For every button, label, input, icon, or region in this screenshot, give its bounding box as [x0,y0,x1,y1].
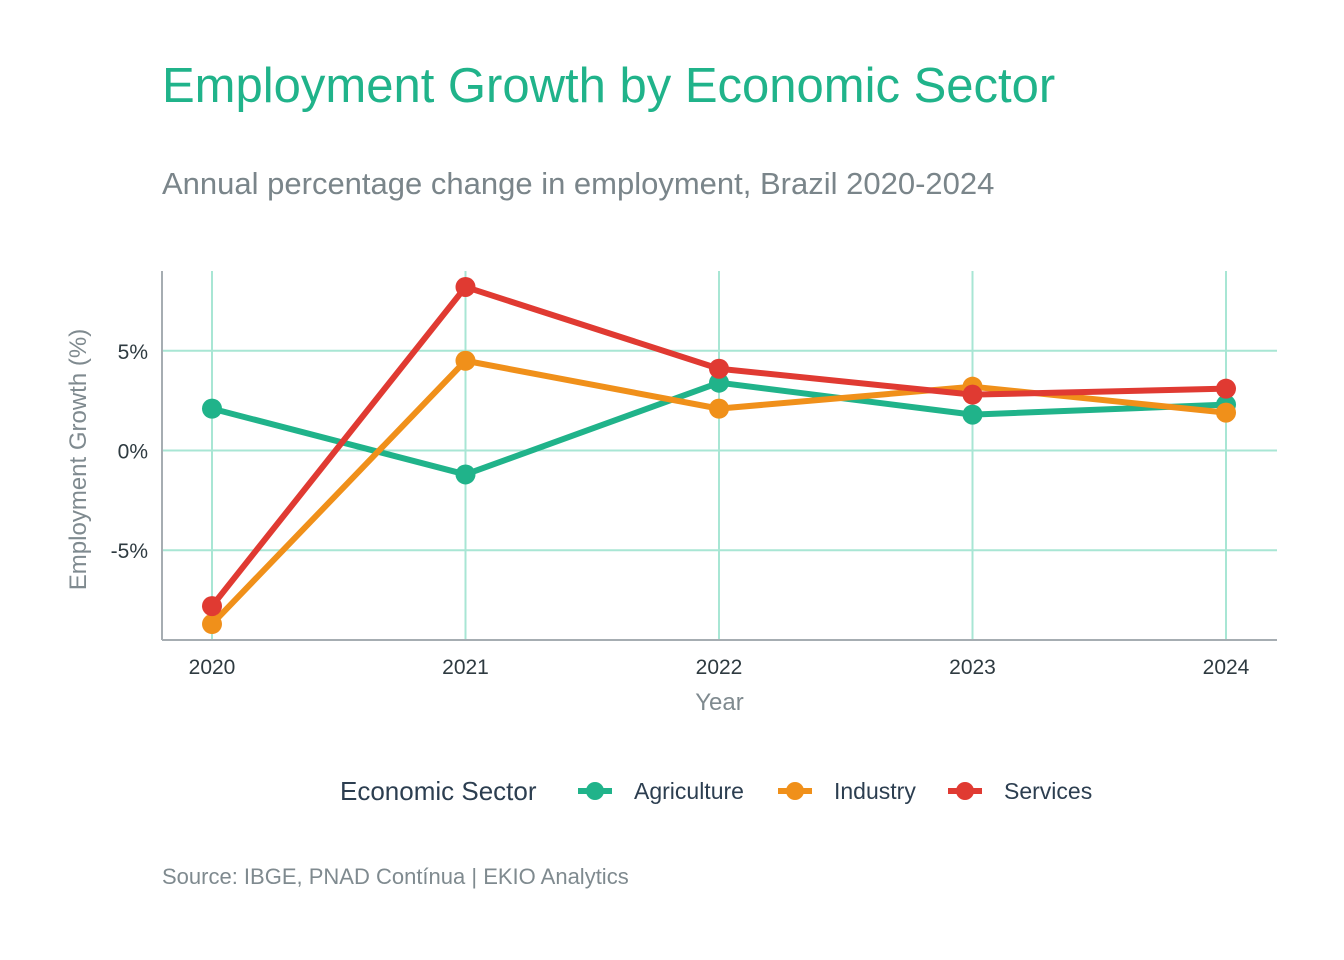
data-point-agriculture-2022 [709,372,729,393]
x-tick-label: 2020 [189,656,236,679]
source-note: Source: IBGE, PNAD Contínua | EKIO Analy… [162,864,629,889]
x-tick-label: 2023 [949,656,996,679]
data-point-industry-2022 [709,398,729,419]
data-point-services-2024 [1216,378,1236,399]
chart-title: Employment Growth by Economic Sector [162,59,1056,113]
tick-labels: 2020 2021 2022 2023 2024 -5% 0% 5% [111,341,1250,679]
y-tick-label: -5% [111,540,148,563]
legend: Economic Sector Agriculture Industry Servi… [340,776,1092,806]
series-lines [202,276,1236,635]
data-point-agriculture-2021 [455,464,476,485]
y-tick-label: 0% [118,441,148,464]
data-point-services-2020 [202,596,222,617]
x-tick-label: 2021 [442,656,489,679]
y-axis-title: Employment Growth (%) [65,329,92,590]
legend-key-marker-services [956,782,974,800]
legend-key-marker-industry [786,782,804,800]
legend-key-marker-agriculture [586,782,604,800]
x-tick-label: 2024 [1203,656,1250,679]
data-point-industry-2020 [202,614,222,635]
grid-lines [162,271,1277,640]
chart-subtitle: Annual percentage change in employment, … [162,166,995,201]
data-point-services-2021 [455,276,476,297]
data-point-agriculture-2023 [962,404,983,425]
x-axis-title: Year [695,689,744,716]
legend-title: Economic Sector [340,776,537,806]
data-point-industry-2024 [1216,402,1236,423]
data-point-industry-2021 [455,350,476,371]
legend-label-services: Services [1004,778,1092,804]
legend-label-industry: Industry [834,778,916,804]
data-point-agriculture-2020 [202,398,222,419]
x-tick-label: 2022 [696,656,743,679]
data-point-services-2022 [709,358,729,379]
legend-label-agriculture: Agriculture [634,778,744,804]
axes [161,271,1277,641]
data-point-services-2023 [962,384,983,405]
y-tick-label: 5% [118,341,148,364]
